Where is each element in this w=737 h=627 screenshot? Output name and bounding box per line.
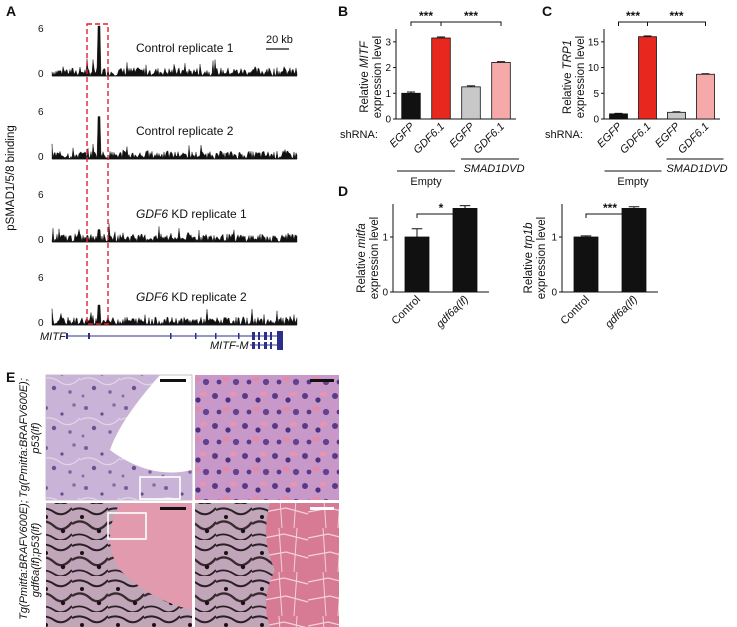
panel-label-c: C [542, 3, 552, 19]
micrograph-row1-low [45, 374, 193, 501]
chip-tracks: 6 0 Control replicate 1 6 0 Control replicate… [38, 24, 298, 329]
y-tick-label: 10 [588, 63, 600, 74]
panel-label-b: B [338, 3, 348, 19]
track-ymax: 6 [38, 190, 44, 201]
track-name: GDF6 KD replicate 2 [136, 290, 247, 304]
track-ymax: 6 [38, 24, 44, 35]
panel-label-e: E [6, 369, 15, 385]
track-signal [51, 223, 298, 243]
sig-bracket [585, 213, 635, 218]
row1-label: Tg(Pmitfa:BRAFV600E); [18, 378, 30, 498]
scale-bar-label: 20 kb [266, 34, 293, 46]
highlight-box [86, 23, 109, 325]
bar [609, 113, 628, 120]
category-label: GDF6.1 [471, 121, 507, 157]
y-tick-label: 5 [593, 89, 599, 100]
category-label: Control [559, 294, 593, 328]
bar [667, 111, 686, 120]
sig-stars: *** [464, 9, 478, 23]
track-ymin: 0 [38, 318, 44, 329]
panel-d-left-ylabel-1: Relative mitfa [356, 223, 368, 293]
y-tick-label: 1 [385, 89, 391, 100]
sig-stars: *** [626, 9, 640, 23]
group-label-smad: SMAD1DVD [463, 163, 524, 175]
panel-d-right-ylabel-2: expression level [536, 217, 548, 299]
y-tick-label: 0 [382, 288, 388, 299]
chart-d-left: 0 1 Control gdf6a(lf) * [382, 201, 489, 331]
micrograph-row2-high [195, 503, 339, 627]
micrograph-row2-low [46, 503, 192, 627]
panel-d-right-ylabel-1: Relative trp1b [523, 222, 535, 294]
bar [431, 37, 451, 120]
track-ymax: 6 [38, 273, 44, 284]
bar [696, 73, 715, 120]
row2-label: Tg(Pmitfa:BRAFV600E); [18, 500, 30, 620]
bar [452, 207, 478, 293]
track-name: Control replicate 1 [136, 41, 234, 55]
track-name: Control replicate 2 [136, 124, 234, 138]
y-tick-label: 2 [385, 63, 391, 74]
track-ymin: 0 [38, 235, 44, 246]
micrograph-row1-high [195, 375, 339, 500]
group-label-smad: SMAD1DVD [666, 163, 727, 175]
row1-label-b: p53(lf) [30, 422, 42, 455]
panel-c-ylabel-2: expression level [575, 36, 587, 118]
y-tick-label: 0 [385, 115, 391, 126]
shrna-label: shRNA: [545, 129, 583, 141]
panel-c-ylabel-1: Relative TRP1 [562, 40, 574, 114]
bar [573, 236, 599, 293]
category-label: gdf6a(lf) [603, 293, 640, 330]
gene-mitf-model [66, 331, 283, 341]
y-tick-label: 1 [551, 233, 557, 244]
sig-stars: *** [603, 201, 617, 215]
track-ymin: 0 [38, 152, 44, 163]
group-label-empty: Empty [617, 176, 649, 188]
sig-stars: *** [669, 9, 683, 23]
panel-d-left-ylabel-2: expression level [369, 217, 381, 299]
panel-label-d: D [338, 183, 348, 199]
category-label: GDF6.1 [676, 121, 712, 157]
track-signal [51, 25, 298, 77]
track-name: GDF6 KD replicate 1 [136, 207, 247, 221]
bar [491, 62, 511, 120]
panel-label-a: A [6, 3, 16, 19]
category-label: GDF6.1 [618, 121, 654, 157]
y-tick-label: 0 [551, 288, 557, 299]
track-ymax: 6 [38, 107, 44, 118]
track-ymin: 0 [38, 69, 44, 80]
row2-label-b: gdf6a(lf);p53(lf) [30, 522, 42, 597]
gene-mitf-m-label: MITF-M [210, 340, 249, 352]
y-tick-label: 1 [382, 233, 388, 244]
bar [621, 207, 647, 293]
sig-stars: *** [419, 9, 433, 23]
sig-stars: * [439, 201, 444, 215]
bar [461, 86, 481, 120]
panel-b-ylabel-2: expression level [372, 36, 384, 118]
y-tick-label: 3 [385, 37, 391, 48]
category-label: GDF6.1 [411, 121, 447, 157]
track-signal [51, 304, 298, 326]
panel-b-ylabel-1: Relative MITF [359, 40, 371, 113]
sig-bracket [440, 21, 502, 26]
bar [404, 236, 430, 293]
group-label-empty: Empty [410, 176, 442, 188]
category-label: Control [390, 294, 424, 328]
y-tick-label: 15 [588, 37, 600, 48]
category-label: gdf6a(lf) [434, 293, 471, 330]
track-signal [51, 116, 298, 160]
gene-mitf-label: MITF [40, 331, 67, 343]
chart-d-right: 0 1 Control gdf6a(lf) *** [551, 201, 658, 331]
shrna-label: shRNA: [340, 129, 378, 141]
panel-a-ylabel: pSMAD1/5/8 binding [5, 125, 17, 230]
bar [638, 36, 657, 120]
bar [401, 92, 421, 120]
gene-mitf-m-model [250, 341, 283, 350]
sig-bracket [647, 21, 706, 26]
y-tick-label: 0 [593, 115, 599, 126]
sig-bracket [416, 213, 466, 218]
